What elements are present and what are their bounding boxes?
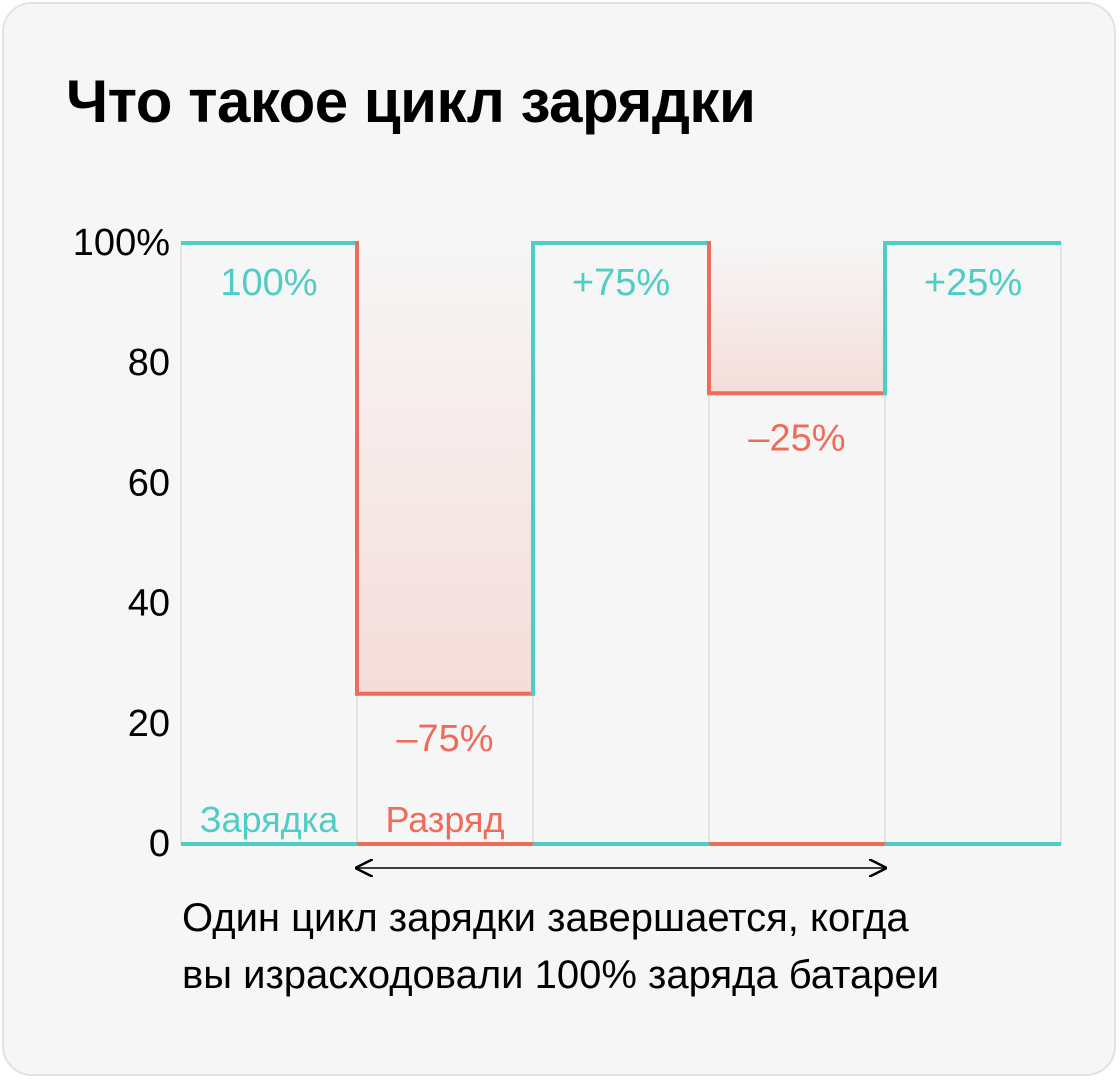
caption-line-2: вы израсходовали 100% заряда батареи [182, 953, 940, 997]
y-tick-label: 20 [128, 703, 170, 745]
discharge-fill [709, 243, 885, 394]
level-lines [181, 241, 1061, 846]
caption: Один цикл зарядки завершается, когда вы … [182, 890, 1082, 1004]
discharge-fills [357, 243, 885, 694]
discharge-fill [357, 243, 533, 694]
caption-line-1: Один цикл зарядки завершается, когда [182, 896, 909, 940]
y-axis: 100% 80 60 40 20 0 [73, 222, 170, 865]
legend-discharge: Разряд [385, 799, 504, 840]
y-tick-label: 60 [128, 462, 170, 504]
data-label-discharge: –25% [748, 417, 845, 459]
y-tick-label: 0 [149, 823, 170, 865]
y-tick-label: 100% [73, 222, 170, 264]
data-label-charge: +25% [924, 262, 1022, 304]
data-label-discharge: –75% [396, 718, 493, 760]
data-labels: 100% –75% +75% –25% +25% [220, 262, 1022, 760]
data-label-charge: +75% [572, 262, 670, 304]
y-tick-label: 80 [128, 342, 170, 384]
data-label-charge: 100% [220, 262, 317, 304]
legend-charge: Зарядка [200, 799, 339, 840]
page-title: Что такое цикл зарядки [66, 68, 756, 135]
grid-lines [180, 243, 1062, 844]
legend: Зарядка Разряд [200, 799, 505, 840]
y-tick-label: 40 [128, 583, 170, 625]
